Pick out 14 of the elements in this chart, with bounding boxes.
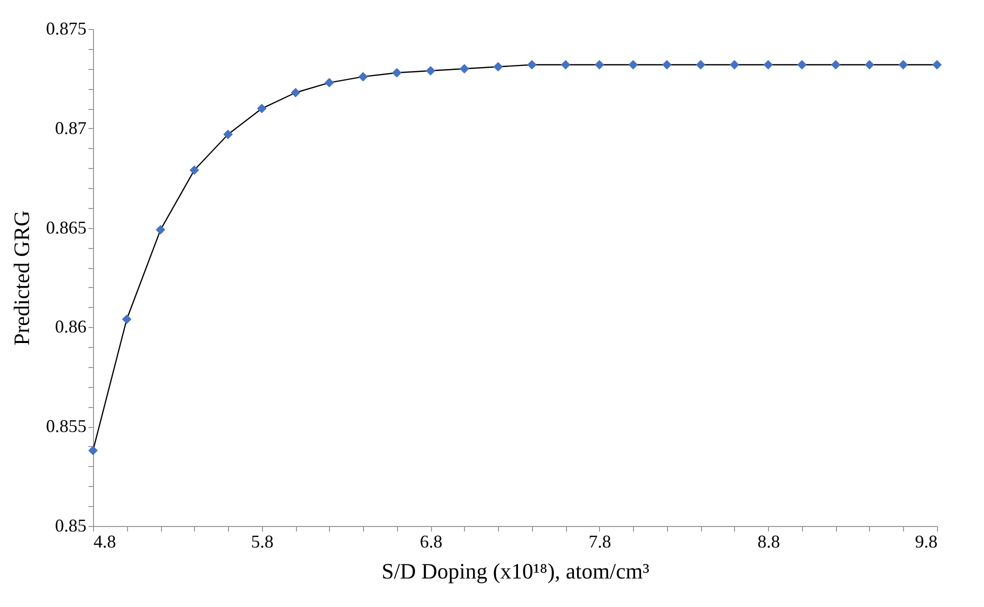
y-tick-label: 0.86: [55, 316, 86, 337]
y-tick-label: 0.85: [55, 516, 86, 536]
x-tick-label: 6.8: [420, 532, 442, 552]
y-axis-title: Predicted GRG: [9, 210, 34, 346]
y-tick-label: 0.87: [55, 118, 86, 138]
x-tick-label: 9.8: [915, 532, 938, 552]
x-tick-label: 8.8: [757, 532, 780, 552]
x-tick-label: 7.8: [588, 532, 612, 552]
y-tick-label: 0.865: [46, 217, 86, 238]
x-axis-title: S/D Doping (x10¹⁸), atom/cm³: [382, 558, 650, 584]
y-tick-label: 0.855: [46, 416, 86, 436]
y-tick-label: 0.875: [46, 18, 86, 38]
x-tick-label: 5.8: [251, 532, 274, 552]
x-tick-label: 4.8: [94, 532, 116, 552]
